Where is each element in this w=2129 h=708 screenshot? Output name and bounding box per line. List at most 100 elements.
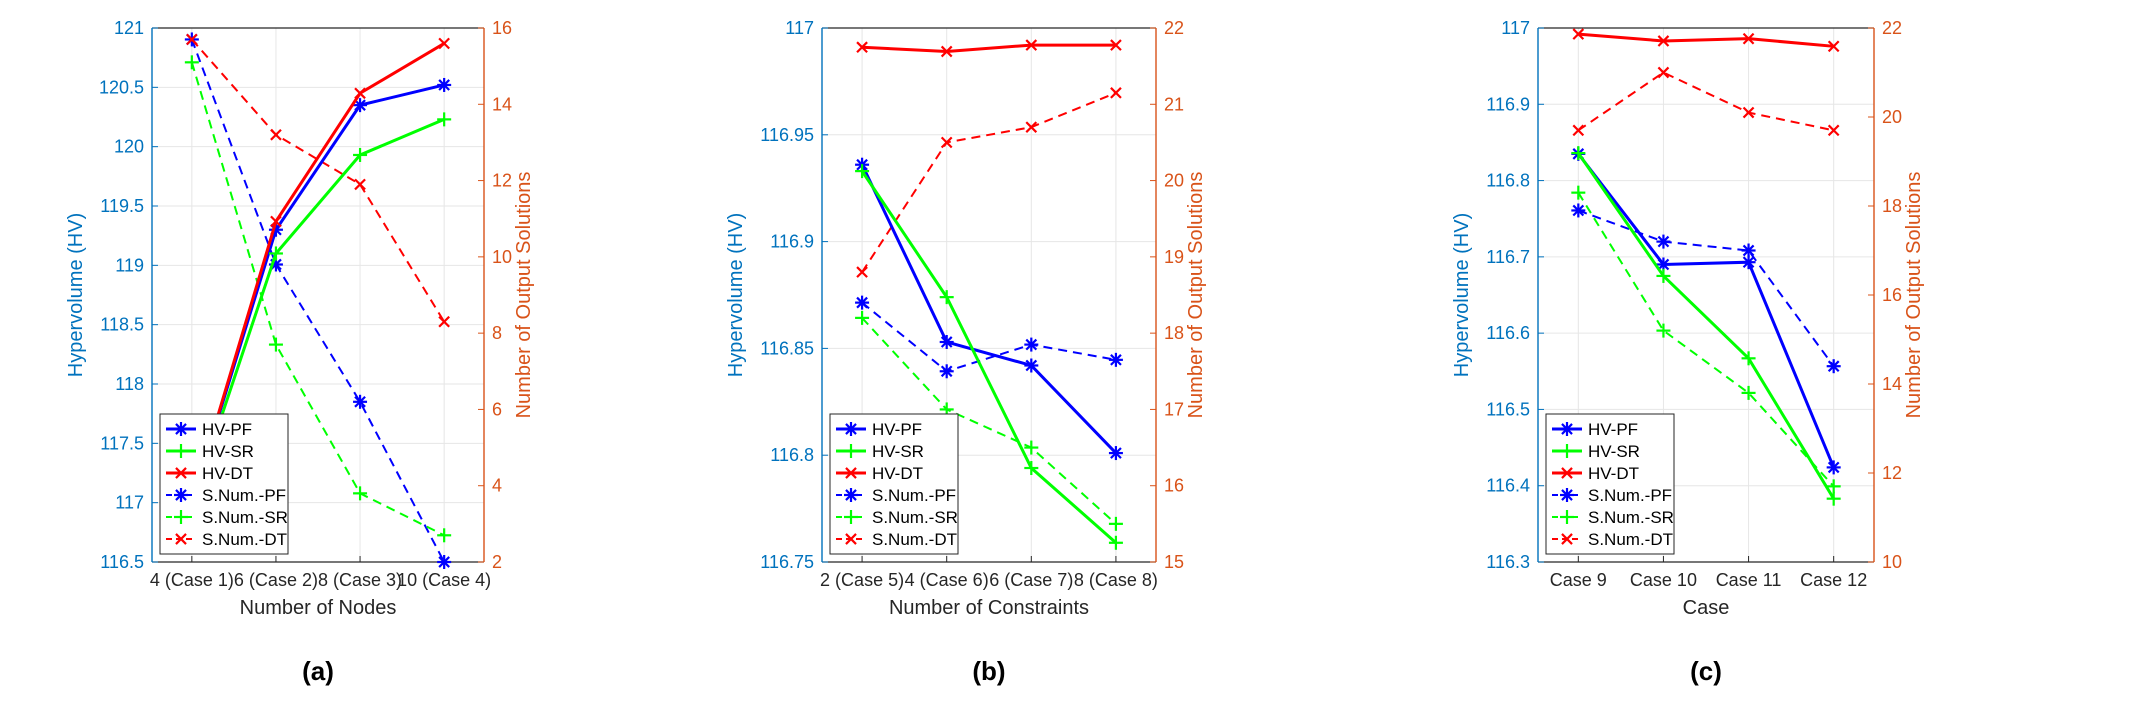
y-right-tick-label: 17 [1164, 399, 1184, 419]
panel-label: (b) [972, 656, 1005, 686]
data-point [1108, 352, 1123, 367]
data-point [1826, 359, 1841, 374]
data-point-stroke [1110, 447, 1122, 459]
data-point [1024, 358, 1039, 373]
y-left-tick-label: 117 [785, 18, 814, 38]
series-hv-sr [1571, 146, 1841, 506]
data-point-stroke [1110, 87, 1122, 99]
data-point [353, 394, 368, 409]
data-point [270, 128, 282, 141]
y-left-tick-label: 116.3 [1486, 552, 1530, 572]
legend-marker [844, 510, 858, 524]
data-point [855, 310, 870, 325]
y-left-tick-label: 116.9 [770, 232, 814, 252]
series-line [1577, 209, 1835, 367]
data-point [1110, 87, 1122, 99]
series-s-num-pf [1571, 203, 1841, 374]
data-point [1656, 234, 1671, 249]
data-point-stroke [1110, 39, 1122, 51]
series-line [1577, 71, 1834, 132]
y-left-tick-label: 117 [1501, 18, 1530, 38]
y-left-tick-label: 116.7 [1486, 247, 1530, 267]
legend-entry: HV-PF [1588, 420, 1638, 439]
y-right-tick-label: 22 [1164, 18, 1184, 38]
x-tick-label: 6 (Case 7) [989, 570, 1073, 590]
series-line [190, 42, 445, 504]
data-point [1024, 337, 1039, 352]
data-point [354, 87, 366, 100]
series-line [1577, 152, 1835, 500]
legend-entry: HV-DT [872, 464, 923, 483]
legend-marker [1560, 510, 1574, 524]
y-right-tick-label: 16 [1164, 476, 1184, 496]
data-point [1742, 106, 1755, 119]
x-tick-label: Case 10 [1630, 570, 1697, 590]
legend: HV-PF HV-SR HV-DT S.Num.-PF S.Num.-SR S.Num.-… [159, 413, 289, 555]
y-left-tick-label: 117.5 [100, 433, 144, 453]
data-point-stroke [1025, 121, 1038, 133]
data-point [353, 486, 368, 501]
y-left-tick-label: 119 [115, 255, 144, 275]
y-right-tick-label: 10 [492, 247, 512, 267]
legend-marker-stroke [1561, 533, 1573, 545]
y-left-tick-label: 116.5 [100, 552, 144, 572]
data-point [186, 33, 198, 46]
y-right-tick-label: 16 [1882, 285, 1902, 305]
data-point [1025, 39, 1038, 51]
legend-entry: S.Num.-PF [202, 486, 286, 505]
legend-marker-stroke [845, 533, 857, 545]
legend-marker [1561, 533, 1573, 545]
series-line [861, 301, 1117, 373]
series-hv-dt [856, 39, 1122, 58]
series-s-num-sr [855, 310, 1123, 531]
data-point [1826, 491, 1841, 506]
chart-panel-2: 2 (Case 5) 4 (Case 6) 6 (Case 7) 8 (Case 8)… [725, 18, 1207, 686]
data-point [1572, 28, 1585, 40]
data-point [939, 364, 954, 379]
legend-box [159, 413, 289, 555]
data-point [1657, 66, 1670, 79]
data-point-stroke [1657, 258, 1670, 271]
y-left-tick-label: 121 [114, 18, 144, 38]
y-left-tick-label: 120.5 [99, 77, 144, 97]
data-point [856, 266, 868, 278]
y-left-tick-label: 120 [114, 137, 144, 157]
legend-marker-stroke [1561, 423, 1573, 435]
data-point [1656, 323, 1671, 338]
legend-marker-stroke [175, 489, 187, 501]
series-hv-sr [855, 164, 1123, 550]
y-right-tick-label: 14 [492, 94, 512, 114]
data-point-stroke [1025, 39, 1038, 51]
data-point [939, 334, 954, 349]
legend-entry: HV-SR [202, 442, 254, 461]
data-point-stroke [1742, 256, 1755, 269]
data-point-stroke [354, 395, 366, 408]
data-point [1571, 203, 1586, 218]
data-point [856, 41, 868, 54]
legend-entry: HV-SR [1588, 442, 1640, 461]
series-line [190, 117, 445, 506]
data-point [354, 178, 366, 191]
legend-box [1545, 413, 1675, 555]
data-point [940, 136, 953, 149]
legend-marker-stroke [175, 467, 187, 479]
data-point-stroke [856, 41, 868, 54]
data-point-stroke [1657, 66, 1670, 79]
x-tick-label: Case 9 [1550, 570, 1607, 590]
x-tick-label: 8 (Case 3) [318, 570, 402, 590]
data-point-stroke [1657, 235, 1670, 248]
y-left-axis-label: Hypervolume (HV) [1451, 213, 1473, 377]
data-point-stroke [1657, 35, 1670, 47]
y-right-tick-label: 20 [1164, 171, 1184, 191]
legend-marker [174, 444, 188, 458]
series-s-num-sr [184, 55, 452, 543]
y-right-tick-label: 18 [1882, 196, 1902, 216]
data-point-stroke [186, 33, 198, 46]
data-point [1025, 121, 1038, 133]
data-point [940, 45, 953, 58]
y-right-tick-label: 8 [492, 323, 502, 343]
data-point [268, 246, 283, 261]
x-axis-label: Number of Nodes [240, 597, 397, 619]
data-point-stroke [1110, 354, 1122, 366]
legend-marker-stroke [1561, 489, 1573, 501]
